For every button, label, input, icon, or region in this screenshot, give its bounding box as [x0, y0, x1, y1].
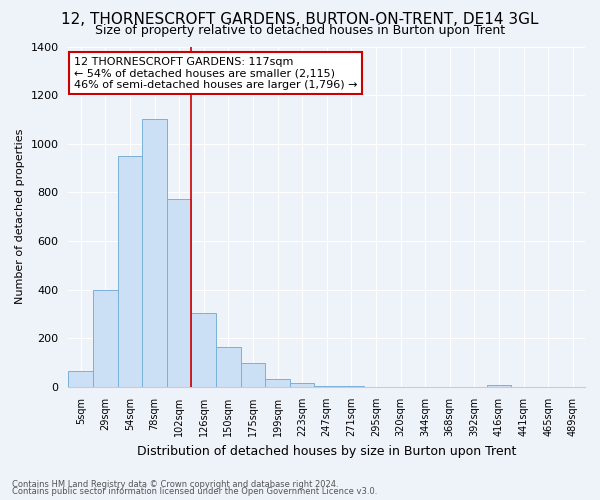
Bar	[314, 386, 339, 387]
Bar	[265, 378, 290, 387]
Bar	[68, 372, 93, 387]
Text: 12, THORNESCROFT GARDENS, BURTON-ON-TRENT, DE14 3GL: 12, THORNESCROFT GARDENS, BURTON-ON-TREN…	[61, 12, 539, 28]
Text: Contains public sector information licensed under the Open Government Licence v3: Contains public sector information licen…	[12, 487, 377, 496]
Bar	[93, 290, 118, 387]
X-axis label: Distribution of detached houses by size in Burton upon Trent: Distribution of detached houses by size …	[137, 444, 517, 458]
Bar	[487, 384, 511, 387]
Bar	[290, 384, 314, 387]
Bar	[167, 198, 191, 387]
Bar	[118, 156, 142, 387]
Y-axis label: Number of detached properties: Number of detached properties	[15, 129, 25, 304]
Bar	[142, 120, 167, 387]
Bar	[191, 313, 216, 387]
Bar	[241, 362, 265, 387]
Bar	[216, 347, 241, 387]
Bar	[339, 386, 364, 387]
Text: Contains HM Land Registry data © Crown copyright and database right 2024.: Contains HM Land Registry data © Crown c…	[12, 480, 338, 489]
Text: Size of property relative to detached houses in Burton upon Trent: Size of property relative to detached ho…	[95, 24, 505, 37]
Text: 12 THORNESCROFT GARDENS: 117sqm
← 54% of detached houses are smaller (2,115)
46%: 12 THORNESCROFT GARDENS: 117sqm ← 54% of…	[74, 56, 357, 90]
